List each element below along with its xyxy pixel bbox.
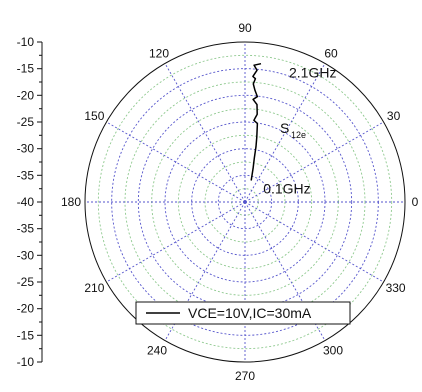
radial-tick-label: -10 bbox=[17, 355, 35, 369]
angle-tick-label: 210 bbox=[84, 281, 104, 295]
radial-tick-label: -25 bbox=[17, 275, 35, 289]
annotation-parameter: S bbox=[280, 120, 289, 136]
legend: VCE=10V,IC=30mA bbox=[135, 301, 351, 325]
radial-tick-label: -10 bbox=[17, 35, 35, 49]
radial-tick-label: -35 bbox=[17, 222, 35, 236]
axis-layer: 0 30 60 90 120 150 180 210 240 270 300 330 -10 -15 -20… bbox=[17, 21, 419, 383]
grid-spoke bbox=[244, 121, 384, 203]
grid-ring bbox=[137, 94, 353, 310]
angle-tick-label: 270 bbox=[235, 369, 255, 383]
series-line bbox=[250, 62, 262, 181]
text-layer: 2.1GHz 0.1GHz S 12e bbox=[263, 65, 336, 197]
angle-tick-label: 120 bbox=[149, 46, 169, 60]
angle-tick-label: 240 bbox=[147, 344, 167, 358]
angle-tick-label: 30 bbox=[387, 109, 401, 123]
radial-tick-label: -15 bbox=[17, 62, 35, 76]
grid-spoke bbox=[164, 63, 246, 203]
angle-tick-label: 60 bbox=[324, 46, 338, 60]
angle-tick-label: 90 bbox=[238, 21, 252, 35]
radial-tick-label: -35 bbox=[17, 168, 35, 182]
outer-ring bbox=[84, 41, 406, 363]
grid-spoke bbox=[106, 121, 246, 203]
grid-ring bbox=[97, 54, 393, 350]
radial-tick-label: -15 bbox=[17, 328, 35, 342]
radial-tick-label: -30 bbox=[17, 248, 35, 262]
annotation-parameter-subscript: 12e bbox=[291, 130, 306, 140]
radial-tick-label: -20 bbox=[17, 302, 35, 316]
legend-box bbox=[135, 301, 351, 325]
angle-tick-label: 150 bbox=[84, 109, 104, 123]
annotation-start-frequency: 0.1GHz bbox=[263, 181, 310, 197]
annotation-end-frequency: 2.1GHz bbox=[289, 65, 336, 81]
angle-tick-label: 180 bbox=[61, 195, 81, 209]
angle-tick-label: 0 bbox=[412, 195, 419, 209]
radial-tick-label: -20 bbox=[17, 88, 35, 102]
grid-spoke bbox=[244, 63, 326, 203]
series-layer bbox=[250, 62, 262, 181]
radial-tick-label: -25 bbox=[17, 115, 35, 129]
legend-label: VCE=10V,IC=30mA bbox=[188, 305, 312, 321]
angle-tick-label: 300 bbox=[323, 344, 343, 358]
angle-tick-label: 330 bbox=[386, 281, 406, 295]
grid-ring bbox=[217, 174, 273, 230]
grid-spoke bbox=[244, 201, 384, 283]
radial-tick-label: -40 bbox=[17, 195, 35, 209]
grid-spoke bbox=[106, 201, 246, 283]
radial-tick-label: -30 bbox=[17, 142, 35, 156]
grid-ring bbox=[177, 134, 313, 270]
